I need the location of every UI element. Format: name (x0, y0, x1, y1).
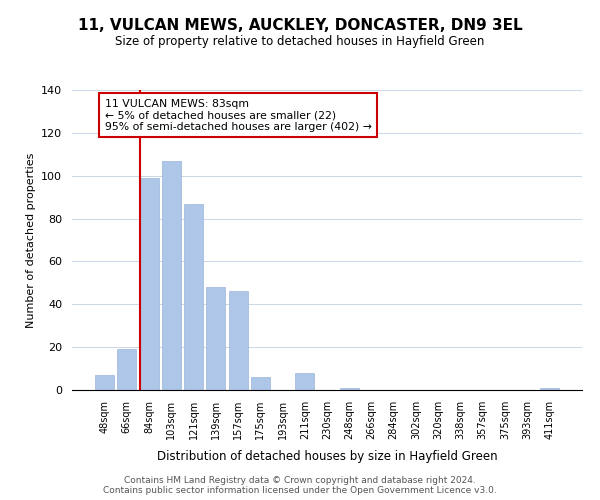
Bar (162, 160, 181, 390)
Text: Contains HM Land Registry data © Crown copyright and database right 2024.
Contai: Contains HM Land Registry data © Crown c… (103, 476, 497, 495)
Bar (340, 388, 359, 390)
X-axis label: Distribution of detached houses by size in Hayfield Green: Distribution of detached houses by size … (157, 450, 497, 463)
Bar (95, 375, 114, 390)
Bar (295, 373, 314, 390)
Bar (140, 178, 158, 390)
Bar (184, 204, 203, 390)
Bar (251, 377, 270, 390)
Bar (206, 287, 225, 390)
Bar (229, 292, 248, 390)
Y-axis label: Number of detached properties: Number of detached properties (26, 152, 35, 328)
Bar (118, 350, 136, 390)
Text: 11 VULCAN MEWS: 83sqm
← 5% of detached houses are smaller (22)
95% of semi-detac: 11 VULCAN MEWS: 83sqm ← 5% of detached h… (104, 98, 371, 132)
Text: Size of property relative to detached houses in Hayfield Green: Size of property relative to detached ho… (115, 35, 485, 48)
Text: 11, VULCAN MEWS, AUCKLEY, DONCASTER, DN9 3EL: 11, VULCAN MEWS, AUCKLEY, DONCASTER, DN9… (77, 18, 523, 32)
Bar (540, 388, 559, 390)
